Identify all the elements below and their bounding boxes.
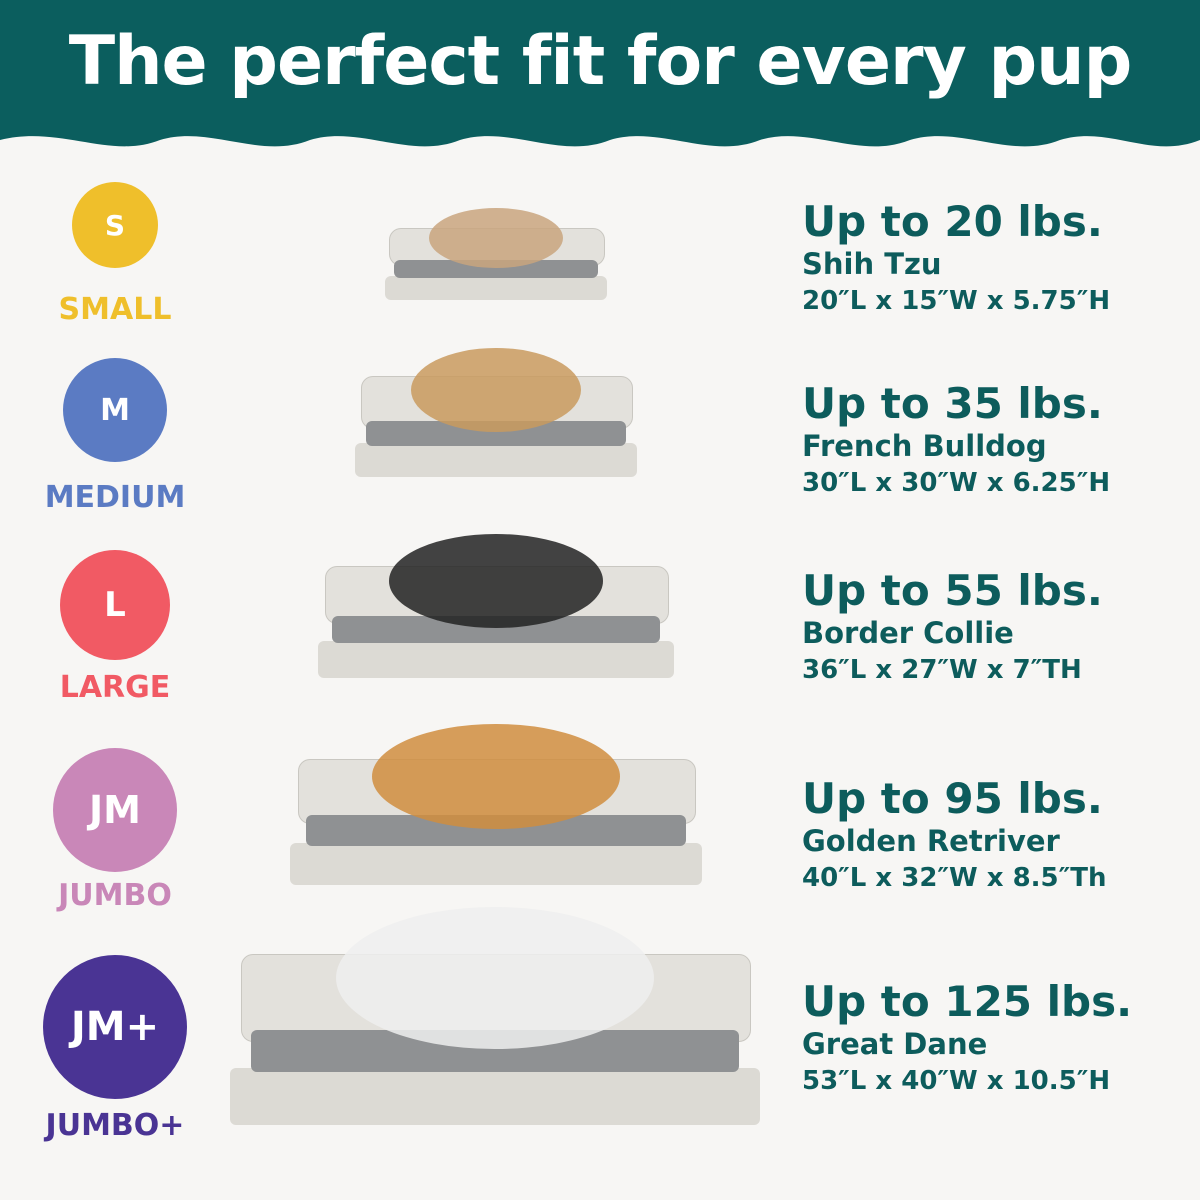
size-badge: M: [63, 358, 167, 462]
weight-limit: Up to 95 lbs.: [802, 774, 1103, 823]
dog-bed-image: [318, 534, 674, 678]
page-title: The perfect fit for every pup: [68, 22, 1133, 101]
size-info: Up to 55 lbs. Border Collie 36″L x 27″W …: [802, 567, 1103, 689]
dog-bed-image: [355, 348, 637, 477]
breed-name: Border Collie: [802, 616, 1014, 650]
breed-name: Shih Tzu: [802, 247, 942, 281]
dog-icon: [429, 208, 563, 268]
dog-icon: [389, 534, 603, 628]
dog-bed-image: [230, 906, 760, 1125]
bed-dimensions: 30″L x 30″W x 6.25″H: [802, 468, 1111, 498]
size-badge: JM+: [43, 955, 187, 1099]
size-info: Up to 20 lbs. Shih Tzu 20″L x 15″W x 5.7…: [802, 198, 1110, 320]
header-banner: The perfect fit for every pup: [0, 0, 1200, 170]
weight-limit: Up to 20 lbs.: [802, 197, 1103, 246]
breed-name: Great Dane: [802, 1027, 988, 1061]
breed-name: Golden Retriver: [802, 824, 1060, 858]
dog-bed-image: [290, 724, 702, 885]
size-badge: S: [72, 182, 158, 268]
bed-dimensions: 20″L x 15″W x 5.75″H: [802, 286, 1111, 316]
size-label: JUMBO+: [45, 1108, 185, 1143]
size-info: Up to 125 lbs. Great Dane 53″L x 40″W x …: [802, 978, 1132, 1100]
size-info: Up to 35 lbs. French Bulldog 30″L x 30″W…: [802, 380, 1110, 502]
breed-name: French Bulldog: [802, 429, 1047, 463]
size-label: MEDIUM: [44, 480, 186, 515]
size-badge: JM: [53, 748, 177, 872]
size-label: LARGE: [59, 670, 171, 705]
bed-dimensions: 36″L x 27″W x 7″TH: [802, 655, 1082, 685]
size-badge: L: [60, 550, 170, 660]
bed-dimensions: 53″L x 40″W x 10.5″H: [802, 1066, 1111, 1096]
dog-icon: [411, 348, 581, 433]
weight-limit: Up to 35 lbs.: [802, 379, 1103, 428]
weight-limit: Up to 55 lbs.: [802, 566, 1103, 615]
size-info: Up to 95 lbs. Golden Retriver 40″L x 32″…: [802, 775, 1107, 897]
dog-icon: [336, 906, 654, 1049]
dog-icon: [372, 724, 620, 829]
weight-limit: Up to 125 lbs.: [802, 977, 1133, 1026]
dog-bed-image: [385, 208, 607, 300]
size-label: SMALL: [58, 292, 172, 327]
wave-banner: [0, 0, 1200, 147]
size-label: JUMBO: [58, 878, 172, 913]
bed-dimensions: 40″L x 32″W x 8.5″Th: [802, 863, 1107, 893]
